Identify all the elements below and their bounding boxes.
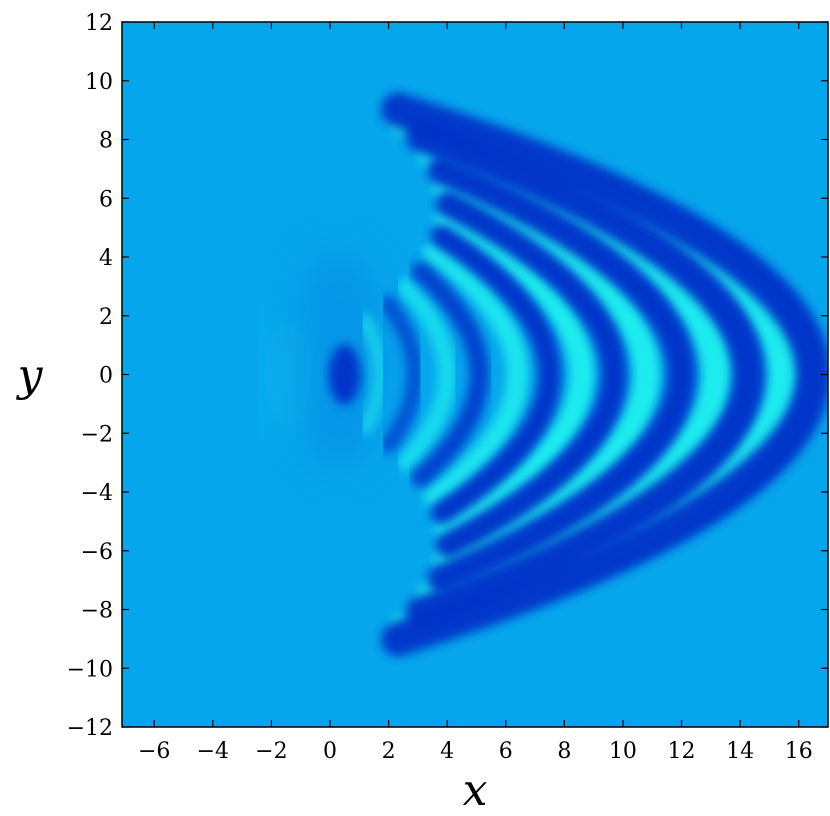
y-tick-label: 10 bbox=[85, 70, 113, 95]
x-tick-label: 10 bbox=[609, 739, 637, 764]
x-tick-label: 8 bbox=[557, 739, 571, 764]
x-tick-label: 0 bbox=[323, 739, 337, 764]
dark-wave-front bbox=[405, 120, 765, 629]
y-axis-ticks: 12 10 8 6 4 2 0 −2 −4 −6 −8 −10 −12 bbox=[67, 11, 828, 741]
dark-wave-front bbox=[381, 92, 828, 657]
dark-wave-front bbox=[379, 295, 424, 454]
bright-wave-front bbox=[433, 174, 661, 575]
x-tick-label: −2 bbox=[255, 739, 287, 764]
y-tick-label: −2 bbox=[81, 422, 113, 447]
x-tick-label: 16 bbox=[785, 739, 813, 764]
dark-wave-front bbox=[411, 261, 490, 488]
y-tick-label: −8 bbox=[81, 599, 113, 624]
bright-wave-front bbox=[357, 313, 388, 436]
dark-wave-front bbox=[427, 155, 697, 594]
x-axis-label: x bbox=[463, 765, 488, 816]
y-tick-label: 12 bbox=[85, 11, 113, 36]
x-tick-label: −4 bbox=[197, 739, 229, 764]
y-tick-label: 0 bbox=[99, 364, 113, 389]
dark-wave-front bbox=[430, 224, 562, 525]
y-axis-label: y bbox=[16, 350, 44, 401]
plot-area bbox=[122, 22, 828, 727]
bright-wave-front bbox=[396, 278, 457, 471]
x-axis-ticks: −6 −4 −2 0 2 4 6 8 10 12 14 16 bbox=[138, 22, 813, 764]
wave-fronts bbox=[266, 92, 828, 657]
x-tick-label: 12 bbox=[668, 739, 696, 764]
y-tick-label: 8 bbox=[99, 129, 113, 154]
y-tick-label: 4 bbox=[99, 246, 113, 271]
y-tick-label: 2 bbox=[99, 305, 113, 330]
bright-wave-front bbox=[434, 208, 595, 541]
x-tick-label: −6 bbox=[138, 739, 170, 764]
x-tick-label: 4 bbox=[440, 739, 454, 764]
x-tick-label: 6 bbox=[499, 739, 513, 764]
bright-wave-front bbox=[423, 241, 529, 508]
y-tick-label: −12 bbox=[67, 716, 113, 741]
y-tick-label: 6 bbox=[99, 187, 113, 212]
source-dark-blob bbox=[328, 344, 361, 405]
x-tick-label: 2 bbox=[382, 739, 396, 764]
y-tick-label: −10 bbox=[67, 657, 113, 682]
y-tick-label: −4 bbox=[81, 481, 113, 506]
dark-wave-front bbox=[435, 191, 628, 558]
y-tick-label: −6 bbox=[81, 540, 113, 565]
x-tick-label: 14 bbox=[726, 739, 754, 764]
